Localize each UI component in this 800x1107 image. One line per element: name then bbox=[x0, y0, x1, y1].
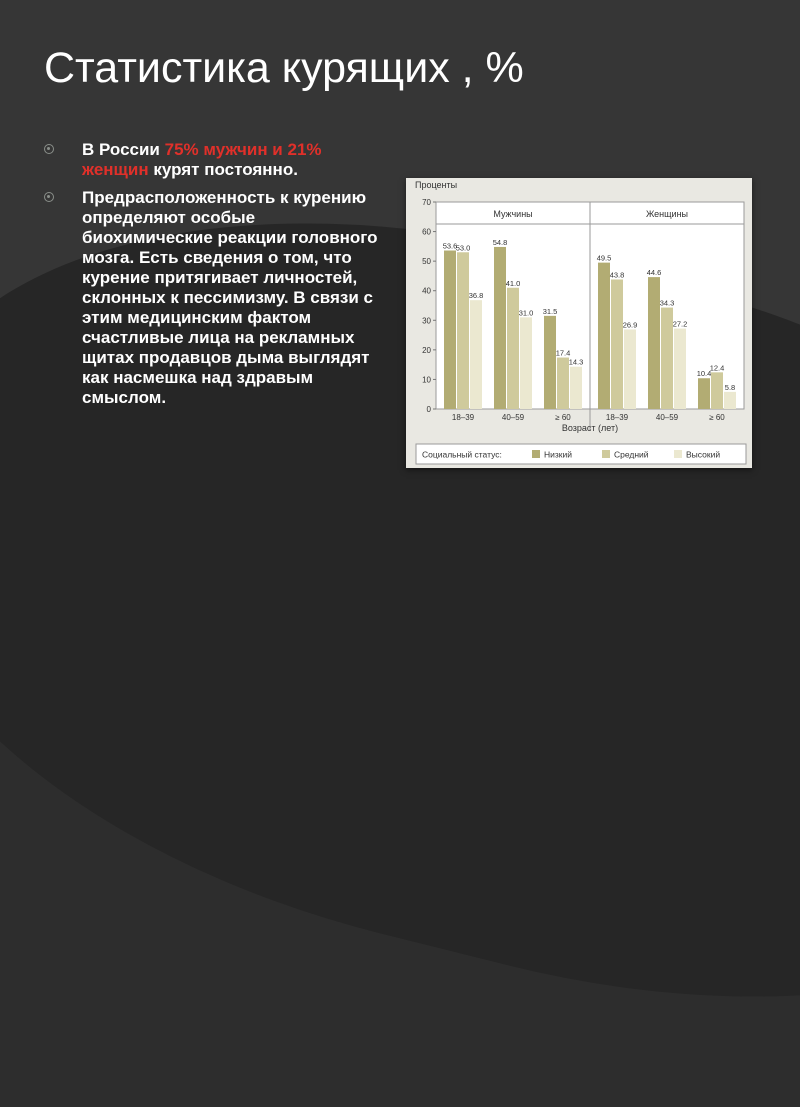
data-label: 26.9 bbox=[623, 320, 638, 329]
x-tick-label: ≥ 60 bbox=[709, 413, 725, 422]
data-label: 41.0 bbox=[506, 279, 521, 288]
data-label: 49.5 bbox=[597, 254, 612, 263]
bar bbox=[711, 372, 723, 409]
data-label: 10.4 bbox=[697, 369, 712, 378]
bullet-item: В России 75% мужчин и 21% женщин курят п… bbox=[44, 140, 390, 180]
bullet-circle-icon bbox=[44, 144, 54, 154]
y-tick-label: 60 bbox=[422, 228, 431, 237]
bar bbox=[557, 357, 569, 409]
bar bbox=[544, 315, 556, 409]
y-axis-label: Проценты bbox=[415, 180, 457, 190]
data-label: 44.6 bbox=[647, 268, 662, 277]
bar bbox=[661, 307, 673, 409]
bar bbox=[520, 317, 532, 409]
bullet-highlight: 75% мужчин и 21% женщин bbox=[82, 140, 322, 179]
group-label: Мужчины bbox=[493, 209, 532, 219]
legend-swatch bbox=[532, 450, 540, 458]
bar-chart: Проценты 0 10 20 30 40 50 60 70 Мужчины 53.653.0 36… bbox=[415, 180, 747, 465]
chart-frame: Проценты 0 10 20 30 40 50 60 70 Мужчины 53.6 53.0 36… bbox=[406, 178, 752, 468]
bullet-list: В России 75% мужчин и 21% женщин курят п… bbox=[44, 140, 390, 416]
bar bbox=[698, 378, 710, 409]
x-tick-label: 18–39 bbox=[606, 413, 629, 422]
bullet-text: В России bbox=[82, 140, 165, 159]
data-label: 17.4 bbox=[556, 349, 571, 358]
group-label: Женщины bbox=[646, 209, 688, 219]
legend-label: Средний bbox=[614, 450, 649, 460]
legend-swatch bbox=[674, 450, 682, 458]
data-label: 36.8 bbox=[469, 291, 484, 300]
data-label: 43.8 bbox=[610, 270, 625, 279]
bar bbox=[624, 329, 636, 409]
bullet-text: курят постоянно. bbox=[148, 160, 298, 179]
x-tick-label: 40–59 bbox=[502, 413, 525, 422]
bar bbox=[611, 279, 623, 409]
bullet-text: Предрасположенность к курению определяют… bbox=[82, 188, 378, 407]
y-tick-label: 30 bbox=[422, 316, 431, 325]
data-label: 12.4 bbox=[710, 363, 725, 372]
bar bbox=[724, 391, 736, 409]
y-tick-label: 40 bbox=[422, 287, 431, 296]
legend-title: Социальный статус: bbox=[422, 450, 502, 460]
y-tick-label: 70 bbox=[422, 198, 431, 207]
bar bbox=[444, 250, 456, 409]
data-label: 5.8 bbox=[725, 383, 735, 392]
data-label: 53.6 bbox=[443, 241, 458, 250]
legend-label: Высокий bbox=[686, 450, 720, 460]
bar bbox=[507, 287, 519, 409]
bar bbox=[494, 246, 506, 409]
data-label: 27.2 bbox=[673, 320, 688, 329]
x-axis-label: Возраст (лет) bbox=[562, 423, 618, 433]
bullet-item: Предрасположенность к курению определяют… bbox=[44, 188, 390, 408]
y-tick-label: 0 bbox=[427, 405, 432, 414]
y-tick-label: 50 bbox=[422, 257, 431, 266]
legend-swatch bbox=[602, 450, 610, 458]
y-tick-label: 10 bbox=[422, 375, 431, 384]
bullet-circle-icon bbox=[44, 192, 54, 202]
bar bbox=[457, 252, 469, 409]
bar bbox=[674, 328, 686, 409]
legend-box bbox=[415, 443, 747, 465]
data-label: 31.0 bbox=[519, 308, 534, 317]
x-tick-label: 40–59 bbox=[656, 413, 679, 422]
data-label: 53.0 bbox=[456, 243, 471, 252]
legend-label: Низкий bbox=[544, 450, 572, 460]
bar bbox=[470, 300, 482, 409]
bar bbox=[598, 262, 610, 409]
x-tick-label: ≥ 60 bbox=[555, 413, 571, 422]
bar bbox=[570, 366, 582, 409]
data-label: 54.8 bbox=[493, 238, 508, 247]
data-label: 31.5 bbox=[543, 307, 558, 316]
bar bbox=[648, 277, 660, 409]
data-label: 14.3 bbox=[569, 358, 584, 367]
y-tick-label: 20 bbox=[422, 346, 431, 355]
slide-title: Статистика курящих , % bbox=[44, 44, 524, 92]
x-tick-label: 18–39 bbox=[452, 413, 475, 422]
data-label: 34.3 bbox=[660, 299, 675, 308]
